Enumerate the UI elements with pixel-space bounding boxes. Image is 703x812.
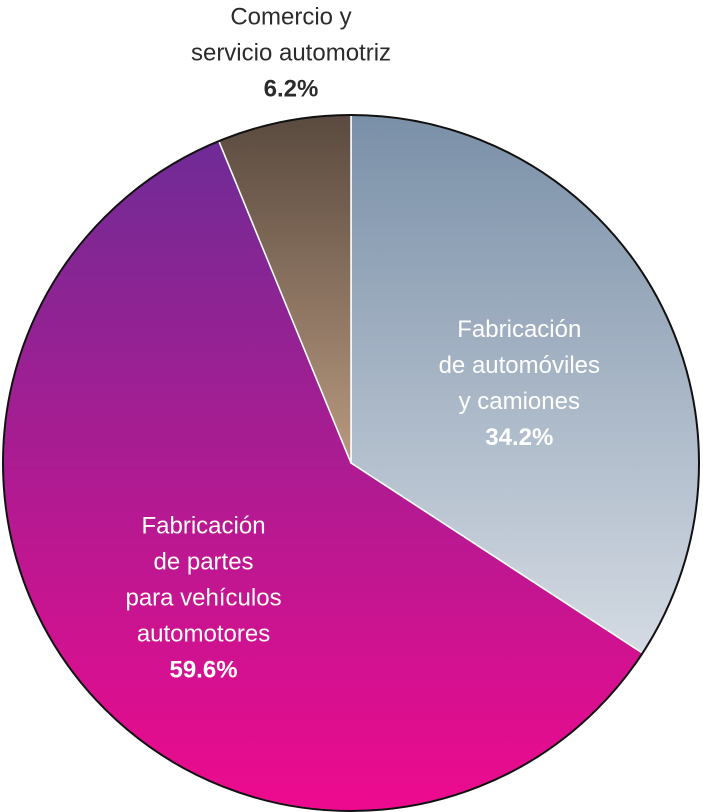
slice-value: 34.2% bbox=[485, 424, 553, 451]
slice-label: Fabricación bbox=[141, 512, 265, 539]
slice-value: 6.2% bbox=[264, 75, 319, 102]
slice-value: 59.6% bbox=[169, 656, 237, 683]
slice-label: de partes bbox=[153, 548, 253, 575]
slice-label: y camiones bbox=[459, 388, 580, 415]
slice-label: Fabricación bbox=[457, 316, 581, 343]
pie-outline bbox=[2, 114, 700, 812]
slice-label: servicio automotriz bbox=[191, 39, 391, 66]
slice-label: para vehículos bbox=[125, 584, 281, 611]
slice-label: automotores bbox=[137, 620, 270, 647]
slice-label: de automóviles bbox=[439, 352, 600, 379]
slice-label: Comercio y bbox=[230, 3, 351, 30]
